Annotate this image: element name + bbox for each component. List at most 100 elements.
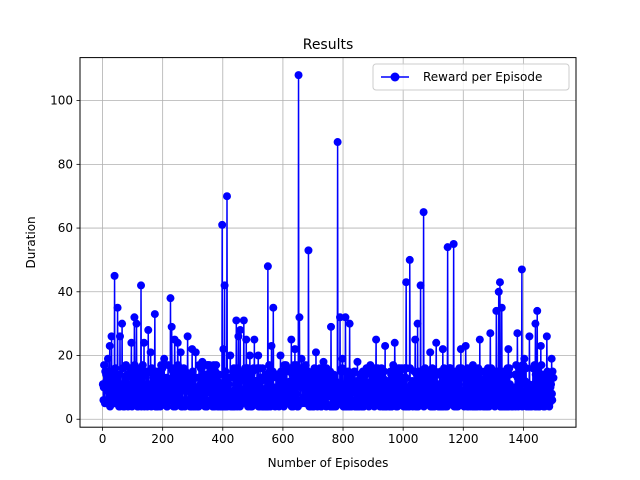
data-point bbox=[341, 313, 350, 322]
data-point bbox=[115, 332, 124, 341]
data-point bbox=[402, 278, 411, 287]
data-point bbox=[547, 389, 556, 398]
data-point bbox=[438, 345, 447, 354]
y-tick-label: 20 bbox=[58, 349, 73, 363]
data-point bbox=[138, 361, 147, 370]
data-point bbox=[416, 281, 425, 290]
data-point bbox=[426, 348, 435, 357]
data-point bbox=[522, 364, 531, 373]
x-tick-label: 0 bbox=[99, 432, 107, 446]
data-point bbox=[513, 329, 522, 338]
data-point bbox=[547, 380, 556, 389]
data-point bbox=[219, 345, 228, 354]
data-point bbox=[191, 348, 200, 357]
chart-title: Results bbox=[303, 37, 354, 53]
legend: Reward per Episode bbox=[372, 63, 570, 91]
data-point bbox=[475, 335, 484, 344]
data-point bbox=[226, 351, 235, 360]
data-point bbox=[505, 370, 514, 379]
data-point bbox=[267, 341, 276, 350]
data-point bbox=[276, 351, 285, 360]
data-point bbox=[206, 373, 215, 382]
data-point bbox=[250, 335, 259, 344]
data-point bbox=[548, 396, 557, 405]
data-point bbox=[411, 335, 420, 344]
data-point bbox=[517, 265, 526, 274]
data-point bbox=[107, 332, 116, 341]
data-point bbox=[132, 319, 141, 328]
data-point bbox=[353, 357, 362, 366]
data-point bbox=[525, 332, 534, 341]
x-tick-label: 600 bbox=[271, 432, 294, 446]
data-point bbox=[419, 208, 428, 217]
data-point bbox=[294, 71, 303, 80]
data-point bbox=[168, 383, 177, 392]
data-point bbox=[146, 348, 155, 357]
x-tick-label: 200 bbox=[151, 432, 174, 446]
data-point bbox=[295, 313, 304, 322]
data-point bbox=[224, 380, 233, 389]
data-point bbox=[223, 192, 231, 201]
data-point bbox=[114, 370, 123, 379]
y-tick-label: 80 bbox=[58, 157, 73, 171]
data-point bbox=[327, 322, 336, 331]
data-point bbox=[254, 351, 263, 360]
data-point bbox=[443, 243, 452, 252]
data-point bbox=[542, 332, 551, 341]
data-point bbox=[405, 255, 414, 264]
data-point bbox=[345, 319, 354, 328]
x-tick-label: 800 bbox=[332, 432, 355, 446]
data-point bbox=[319, 357, 328, 366]
data-point bbox=[166, 294, 175, 303]
data-point bbox=[520, 354, 529, 363]
data-point bbox=[413, 319, 422, 328]
data-point bbox=[329, 370, 338, 379]
data-point bbox=[515, 386, 524, 395]
x-tick-label: 1000 bbox=[388, 432, 419, 446]
data-point bbox=[491, 380, 500, 389]
legend-label: Reward per Episode bbox=[423, 70, 542, 84]
data-point bbox=[531, 319, 540, 328]
x-tick-label: 1200 bbox=[448, 432, 479, 446]
data-point bbox=[160, 354, 169, 363]
data-point bbox=[144, 326, 153, 335]
y-tick-label: 100 bbox=[50, 94, 73, 108]
data-point bbox=[495, 278, 504, 287]
data-point bbox=[103, 354, 112, 363]
legend-marker-swatch bbox=[390, 72, 400, 82]
data-point bbox=[372, 335, 381, 344]
data-point bbox=[130, 313, 139, 322]
data-point bbox=[421, 364, 430, 373]
y-axis-ticks: 0 20 40 60 80 100 bbox=[50, 94, 80, 426]
data-point bbox=[162, 373, 171, 382]
data-point bbox=[163, 402, 172, 411]
data-point bbox=[242, 335, 251, 344]
data-point bbox=[258, 364, 267, 373]
series-layer bbox=[98, 71, 558, 411]
data-point bbox=[504, 345, 513, 354]
data-point bbox=[390, 338, 399, 347]
y-tick-label: 60 bbox=[58, 221, 73, 235]
data-point bbox=[263, 262, 272, 271]
data-point bbox=[150, 310, 159, 319]
data-point bbox=[176, 348, 185, 357]
data-point bbox=[536, 341, 545, 350]
data-point bbox=[127, 338, 136, 347]
data-point bbox=[304, 246, 313, 255]
data-point bbox=[401, 373, 410, 382]
data-point bbox=[494, 287, 503, 296]
data-point bbox=[201, 389, 210, 398]
data-point bbox=[548, 367, 557, 376]
data-point bbox=[311, 348, 320, 357]
data-point bbox=[333, 138, 342, 147]
data-point bbox=[137, 281, 146, 290]
data-point bbox=[167, 322, 176, 331]
data-point bbox=[486, 329, 495, 338]
y-axis-label: Duration bbox=[24, 216, 38, 268]
data-point bbox=[100, 361, 109, 370]
data-point bbox=[497, 303, 506, 312]
x-axis-ticks: 0 200 400 600 800 1000 1200 1400 bbox=[99, 427, 539, 446]
y-tick-label: 40 bbox=[58, 285, 73, 299]
data-point bbox=[455, 380, 464, 389]
data-point bbox=[212, 361, 221, 370]
